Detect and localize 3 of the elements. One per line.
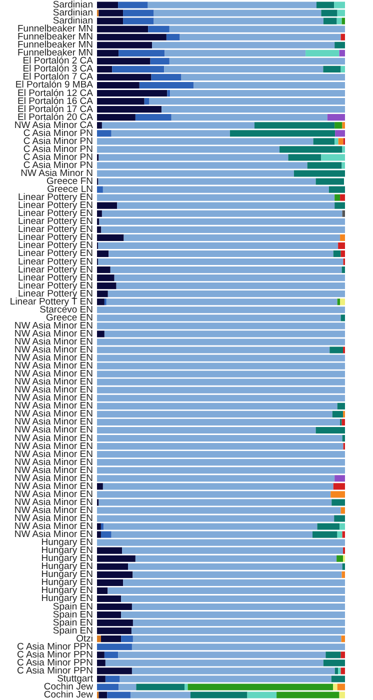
y-tick-label: Stuttgart [57, 673, 94, 684]
y-tick-label: Cochin Jew [44, 690, 94, 700]
y-tick-label: Otzi [76, 633, 93, 644]
